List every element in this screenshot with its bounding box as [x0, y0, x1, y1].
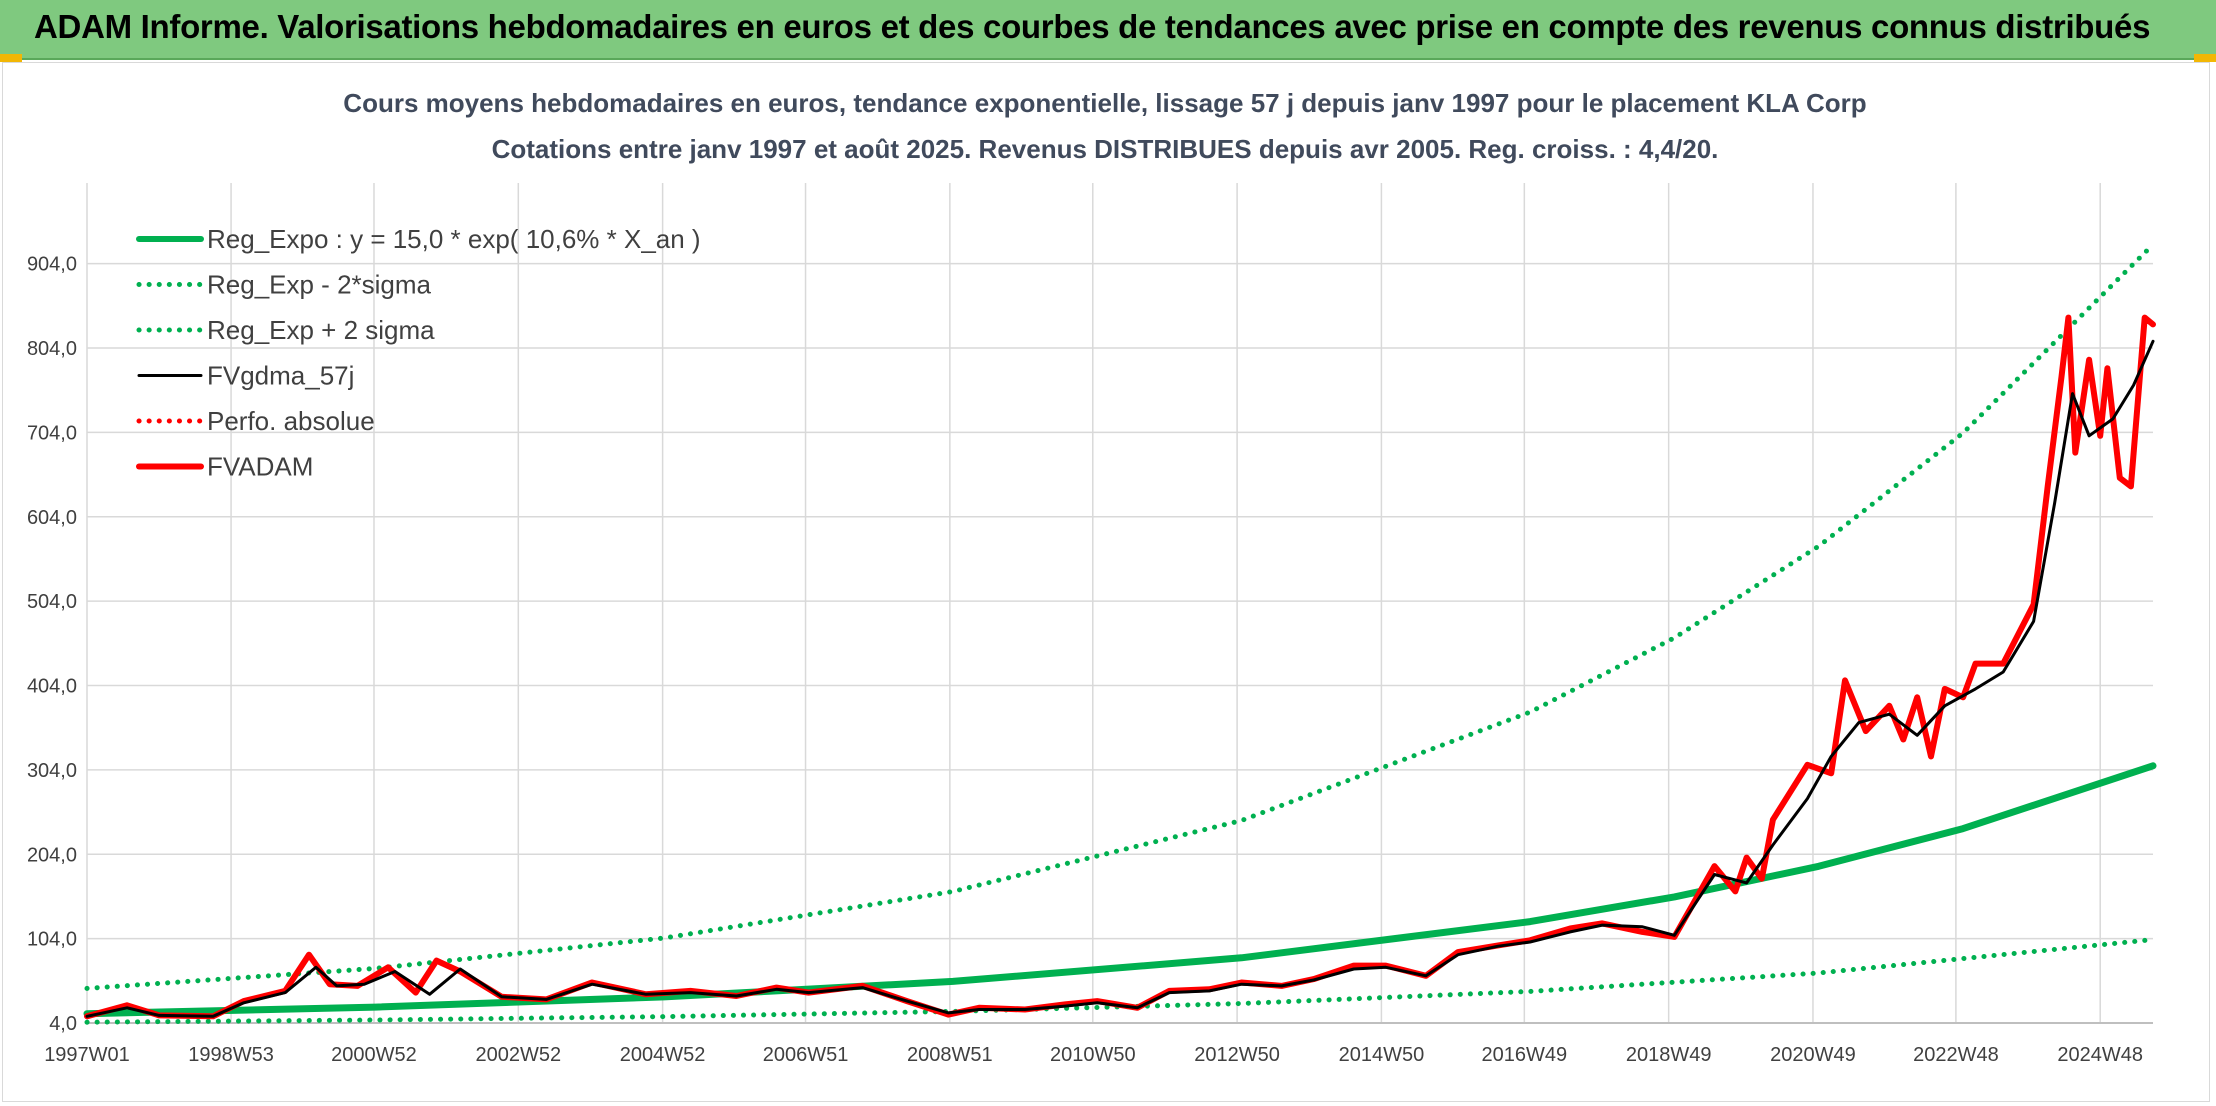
x-tick-label: 2022W48 — [1913, 1044, 1999, 1066]
chart-area: Cours moyens hebdomadaires en euros, ten… — [2, 62, 2210, 1102]
legend-label: Reg_Exp + 2 sigma — [207, 315, 435, 345]
x-tick-label: 2006W51 — [763, 1044, 849, 1066]
x-tick-label: 2020W49 — [1770, 1044, 1856, 1066]
series-line — [84, 314, 2156, 1020]
y-tick-label: 204,0 — [27, 844, 77, 866]
x-tick-label: 1997W01 — [44, 1044, 130, 1066]
grid — [86, 183, 2153, 1024]
legend-label: FVgdma_57j — [207, 361, 354, 391]
y-tick-label: 4,0 — [49, 1013, 77, 1035]
series-line — [84, 937, 2156, 1025]
y-tick-label: 504,0 — [27, 591, 77, 613]
x-tick-label: 2002W52 — [475, 1044, 561, 1066]
line-chart: Cours moyens hebdomadaires en euros, ten… — [27, 88, 2157, 1066]
y-tick-label: 804,0 — [27, 338, 77, 360]
x-tick-label: 1998W53 — [188, 1044, 274, 1066]
legend: Reg_Expo : y = 15,0 * exp( 10,6% * X_an … — [136, 224, 701, 482]
y-tick-label: 404,0 — [27, 676, 77, 698]
x-tick-label: 2024W48 — [2057, 1044, 2143, 1066]
x-tick-label: 2008W51 — [907, 1044, 993, 1066]
x-tick-label: 2010W50 — [1050, 1044, 1136, 1066]
y-tick-label: 104,0 — [27, 929, 77, 951]
legend-label: Reg_Exp - 2*sigma — [207, 270, 432, 300]
corner-marker-left — [0, 54, 22, 62]
x-tick-label: 2014W50 — [1339, 1044, 1425, 1066]
header-bar: ADAM Informe. Valorisations hebdomadaire… — [0, 0, 2216, 60]
chart-title: Cours moyens hebdomadaires en euros, ten… — [343, 88, 1866, 118]
x-tick-label: 2016W49 — [1482, 1044, 1568, 1066]
y-tick-label: 704,0 — [27, 422, 77, 444]
y-axis: 4,0 104,0 204,0 304,0 404,0 504,0 604,0 704,0 80… — [27, 254, 77, 1035]
x-tick-label: 2018W49 — [1626, 1044, 1712, 1066]
x-tick-label: 2004W52 — [620, 1044, 706, 1066]
series — [83, 242, 2157, 1025]
legend-label: FVADAM — [207, 452, 313, 482]
series-line — [83, 762, 2157, 1018]
y-tick-label: 304,0 — [27, 760, 77, 782]
series-line — [85, 339, 2155, 1018]
x-tick-label: 2012W50 — [1194, 1044, 1280, 1066]
x-tick-label: 2000W52 — [331, 1044, 417, 1066]
y-tick-label: 604,0 — [27, 507, 77, 529]
y-tick-label: 904,0 — [27, 254, 77, 276]
legend-label: Reg_Expo : y = 15,0 * exp( 10,6% * X_an … — [207, 224, 701, 254]
legend-label: Perfo. absolue — [207, 406, 375, 436]
page-title: ADAM Informe. Valorisations hebdomadaire… — [34, 8, 2151, 45]
corner-marker-right — [2194, 54, 2216, 62]
x-axis: 1997W01 1998W53 2000W52 2002W52 2004W52 2006W… — [44, 1044, 2143, 1066]
chart-subtitle: Cotations entre janv 1997 et août 2025. … — [492, 134, 1719, 164]
series-line — [84, 242, 2156, 991]
